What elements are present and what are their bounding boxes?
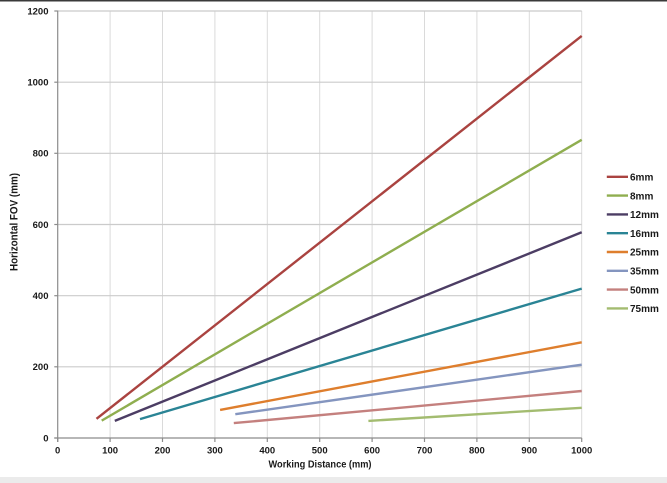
svg-text:Horizontal FOV (mm): Horizontal FOV (mm) [9,173,21,271]
svg-text:Working Distance (mm): Working Distance (mm) [269,460,372,471]
svg-text:12mm: 12mm [630,210,659,221]
svg-text:1000: 1000 [571,446,592,457]
svg-text:50mm: 50mm [630,285,659,296]
svg-text:400: 400 [33,291,49,302]
svg-text:8mm: 8mm [630,191,653,202]
svg-text:25mm: 25mm [630,248,659,259]
svg-text:800: 800 [469,446,485,457]
svg-text:16mm: 16mm [630,229,659,240]
svg-text:1000: 1000 [27,78,48,89]
svg-text:900: 900 [521,446,537,457]
svg-text:1200: 1200 [27,6,48,17]
svg-text:200: 200 [155,446,171,457]
svg-text:400: 400 [259,446,275,457]
svg-text:800: 800 [33,149,49,160]
svg-text:0: 0 [55,446,60,457]
svg-text:200: 200 [33,362,49,373]
svg-text:35mm: 35mm [630,267,659,278]
svg-text:600: 600 [33,220,49,231]
svg-text:0: 0 [43,433,48,444]
svg-text:6mm: 6mm [630,173,653,184]
svg-text:100: 100 [102,446,118,457]
svg-text:700: 700 [417,446,433,457]
svg-text:500: 500 [312,446,328,457]
svg-text:75mm: 75mm [630,304,659,315]
svg-text:600: 600 [364,446,380,457]
svg-text:300: 300 [207,446,223,457]
